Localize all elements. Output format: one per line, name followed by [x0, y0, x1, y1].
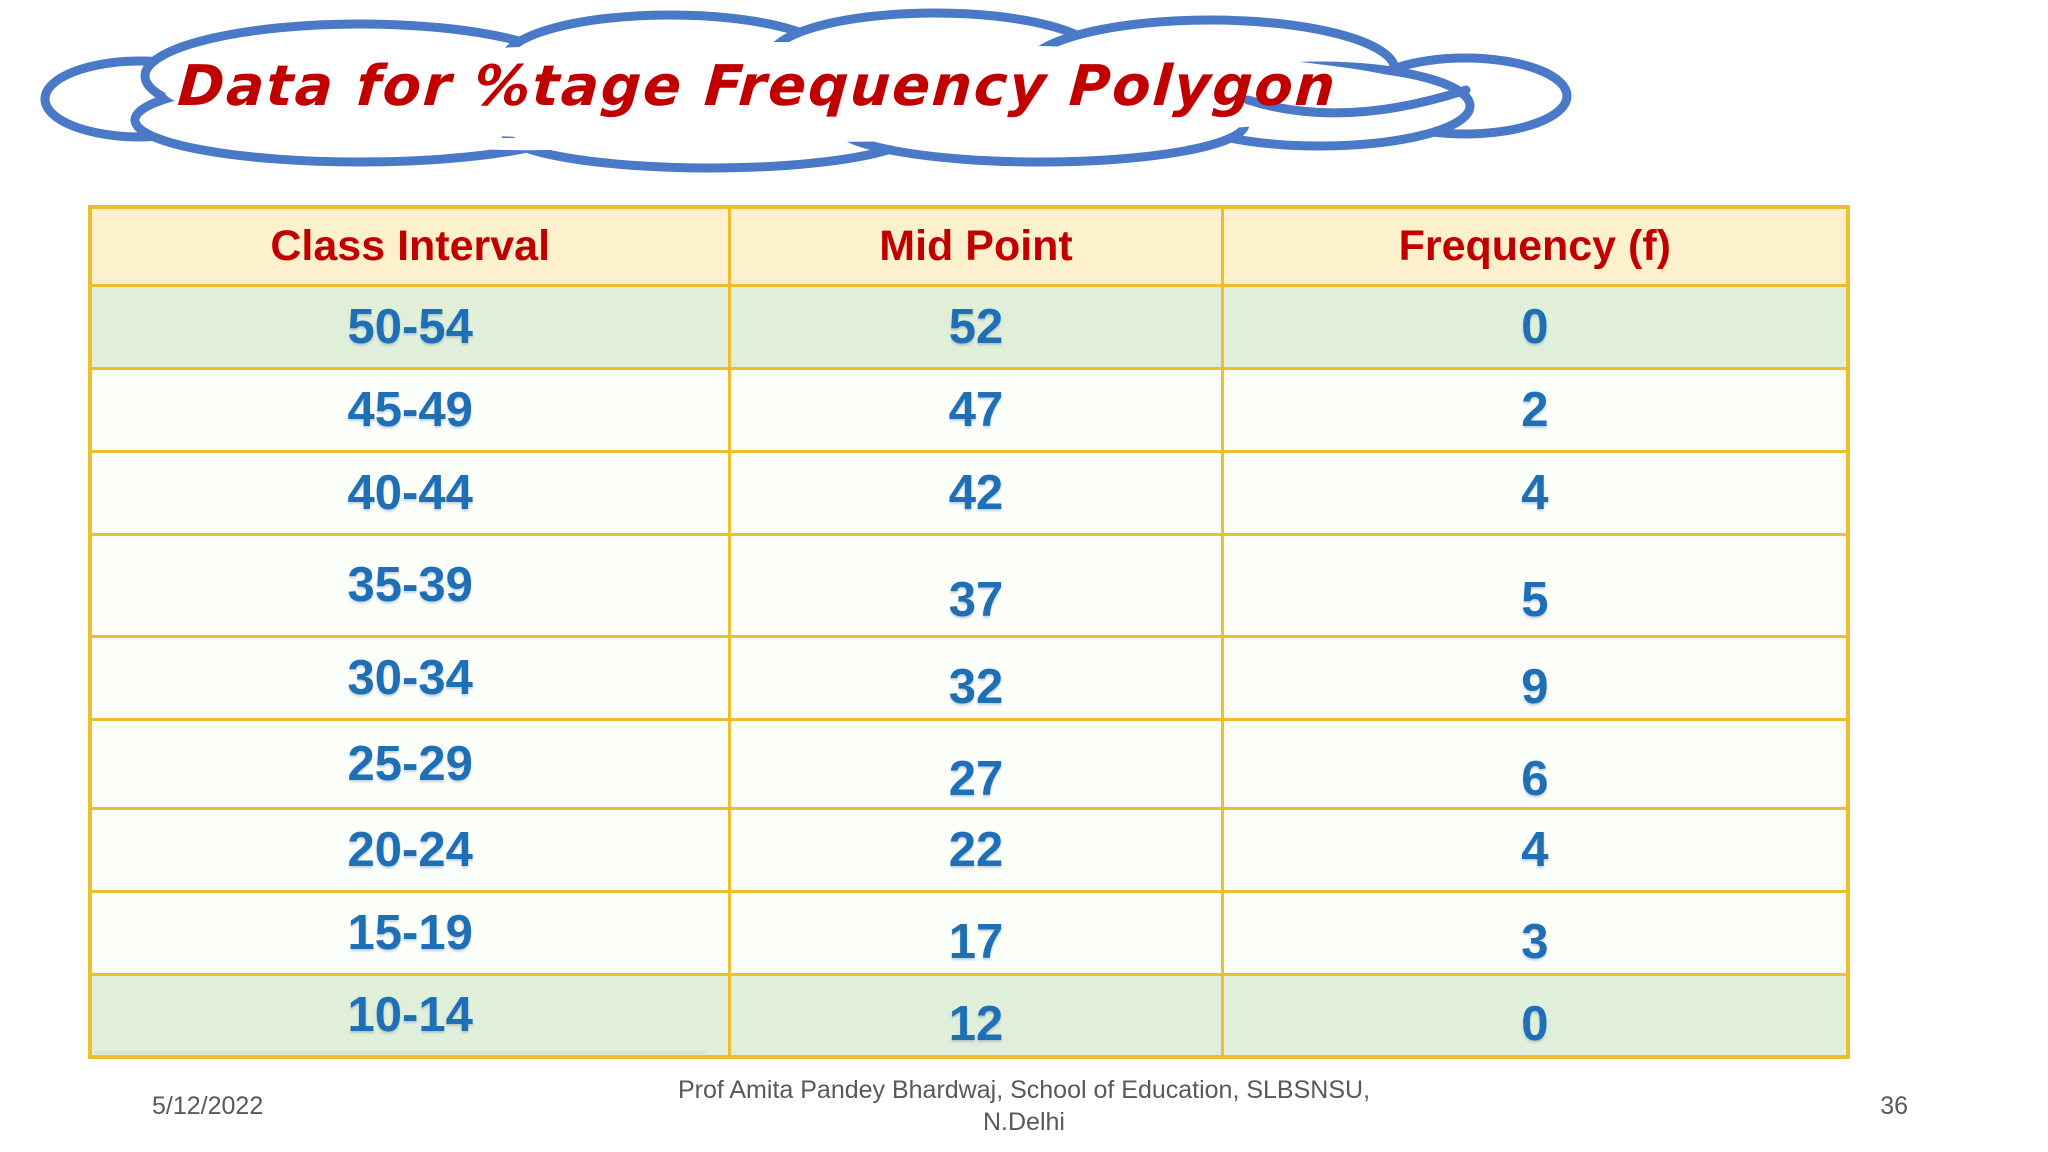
- table-row: 45-49 47 2: [88, 366, 1850, 453]
- table-cell: 27: [728, 717, 1224, 810]
- table-cell: 30-34: [88, 634, 732, 721]
- footer-date: 5/12/2022: [152, 1092, 264, 1120]
- table-cell: 9: [1220, 634, 1850, 721]
- table-cell: 25-29: [88, 717, 732, 810]
- table-cell: 20-24: [88, 806, 732, 893]
- table-cell: 42: [728, 449, 1224, 536]
- footer-credit-line1: Prof Amita Pandey Bhardwaj, School of Ed…: [677, 1076, 1371, 1104]
- table-cell: 0: [1220, 283, 1850, 370]
- table-row: 25-29 27 6: [88, 717, 1850, 810]
- table-cell: 5: [1220, 532, 1850, 638]
- cloud-shape-icon: [40, 8, 1572, 173]
- table-cell: 40-44: [88, 449, 732, 536]
- table-row: 15-19 17 3: [88, 889, 1850, 976]
- column-header: Class Interval: [88, 205, 732, 287]
- table-row: 10-14 12 0: [88, 972, 1850, 1059]
- footer-credit: Prof Amita Pandey Bhardwaj, School of Ed…: [0, 1074, 2048, 1138]
- table-cell: 32: [728, 634, 1224, 721]
- table-cell: 50-54: [88, 283, 732, 370]
- table-shadow-line: [95, 1051, 705, 1054]
- table-cell: 35-39: [88, 532, 732, 638]
- table-header-row: Class Interval Mid Point Frequency (f): [88, 205, 1850, 287]
- table-row: 50-54 52 0: [88, 283, 1850, 370]
- table-cell: 4: [1220, 449, 1850, 536]
- frequency-table: Class Interval Mid Point Frequency (f) 50-…: [88, 205, 1850, 1059]
- table-cell: 52: [728, 283, 1224, 370]
- table-cell: 37: [728, 532, 1224, 638]
- table-cell: 2: [1220, 366, 1850, 453]
- table-cell: 10-14: [88, 972, 732, 1059]
- table-cell: 47: [728, 366, 1224, 453]
- column-header: Mid Point: [728, 205, 1224, 287]
- footer-page-number: 36: [1880, 1092, 1908, 1120]
- table-cell: 15-19: [88, 889, 732, 976]
- table-row: 20-24 22 4: [88, 806, 1850, 893]
- table-cell: 12: [728, 972, 1224, 1059]
- table-cell: 0: [1220, 972, 1850, 1059]
- table-row: 40-44 42 4: [88, 449, 1850, 536]
- table-cell: 6: [1220, 717, 1850, 810]
- slide-title: Data for %tage Frequency Polygon: [175, 54, 1340, 119]
- table-cell: 4: [1220, 806, 1850, 893]
- table-cell: 22: [728, 806, 1224, 893]
- column-header: Frequency (f): [1220, 205, 1850, 287]
- footer-credit-line2: N.Delhi: [983, 1108, 1065, 1136]
- title-callout: Data for %tage Frequency Polygon: [30, 4, 1575, 184]
- table-row: 30-34 32 9: [88, 634, 1850, 721]
- table-cell: 45-49: [88, 366, 732, 453]
- table-cell: 17: [728, 889, 1224, 976]
- table-row: 35-39 37 5: [88, 532, 1850, 638]
- table-cell: 3: [1220, 889, 1850, 976]
